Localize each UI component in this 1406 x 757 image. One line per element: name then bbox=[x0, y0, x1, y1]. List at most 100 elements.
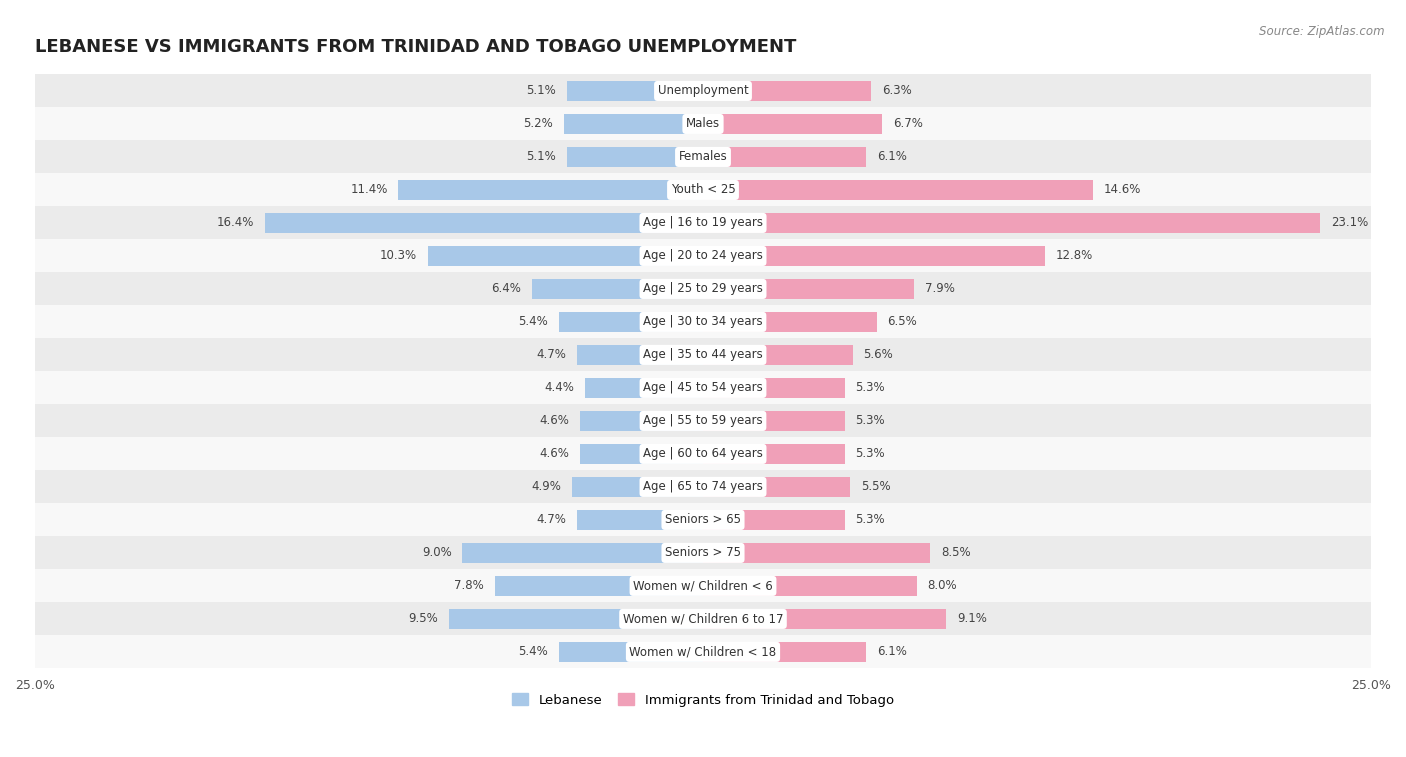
Bar bbox=[35, 569, 1371, 603]
Text: 8.0%: 8.0% bbox=[928, 579, 957, 593]
Bar bbox=[35, 537, 1371, 569]
Bar bbox=[581, 411, 703, 431]
Bar bbox=[558, 642, 703, 662]
Text: Youth < 25: Youth < 25 bbox=[671, 183, 735, 196]
Text: Age | 25 to 29 years: Age | 25 to 29 years bbox=[643, 282, 763, 295]
Text: 9.5%: 9.5% bbox=[409, 612, 439, 625]
Text: Age | 20 to 24 years: Age | 20 to 24 years bbox=[643, 250, 763, 263]
Text: Women w/ Children < 18: Women w/ Children < 18 bbox=[630, 646, 776, 659]
Text: Women w/ Children 6 to 17: Women w/ Children 6 to 17 bbox=[623, 612, 783, 625]
Text: 12.8%: 12.8% bbox=[1056, 250, 1092, 263]
Bar bbox=[35, 603, 1371, 635]
Text: Age | 45 to 54 years: Age | 45 to 54 years bbox=[643, 382, 763, 394]
Bar bbox=[264, 213, 703, 233]
Bar bbox=[578, 509, 703, 530]
Text: Age | 60 to 64 years: Age | 60 to 64 years bbox=[643, 447, 763, 460]
Bar bbox=[35, 239, 1371, 273]
Text: Unemployment: Unemployment bbox=[658, 85, 748, 98]
Text: 7.9%: 7.9% bbox=[925, 282, 955, 295]
Bar bbox=[585, 378, 703, 398]
Bar bbox=[703, 213, 1320, 233]
Bar bbox=[398, 179, 703, 200]
Bar bbox=[703, 642, 866, 662]
Bar bbox=[35, 74, 1371, 107]
Text: 16.4%: 16.4% bbox=[217, 217, 254, 229]
Bar bbox=[703, 543, 931, 563]
Bar bbox=[495, 575, 703, 596]
Bar bbox=[35, 305, 1371, 338]
Text: 9.1%: 9.1% bbox=[957, 612, 987, 625]
Text: Age | 16 to 19 years: Age | 16 to 19 years bbox=[643, 217, 763, 229]
Legend: Lebanese, Immigrants from Trinidad and Tobago: Lebanese, Immigrants from Trinidad and T… bbox=[506, 687, 900, 713]
Text: 5.5%: 5.5% bbox=[860, 481, 890, 494]
Bar bbox=[703, 477, 851, 497]
Text: 5.3%: 5.3% bbox=[855, 447, 884, 460]
Text: 5.2%: 5.2% bbox=[523, 117, 554, 130]
Text: Age | 35 to 44 years: Age | 35 to 44 years bbox=[643, 348, 763, 361]
Text: Age | 55 to 59 years: Age | 55 to 59 years bbox=[643, 414, 763, 428]
Bar bbox=[564, 114, 703, 134]
Bar bbox=[35, 503, 1371, 537]
Text: Females: Females bbox=[679, 151, 727, 164]
Text: LEBANESE VS IMMIGRANTS FROM TRINIDAD AND TOBAGO UNEMPLOYMENT: LEBANESE VS IMMIGRANTS FROM TRINIDAD AND… bbox=[35, 38, 796, 56]
Bar bbox=[35, 470, 1371, 503]
Text: 6.1%: 6.1% bbox=[877, 151, 907, 164]
Text: 10.3%: 10.3% bbox=[380, 250, 418, 263]
Text: 4.6%: 4.6% bbox=[540, 447, 569, 460]
Text: 23.1%: 23.1% bbox=[1331, 217, 1368, 229]
Text: Source: ZipAtlas.com: Source: ZipAtlas.com bbox=[1260, 25, 1385, 38]
Text: Seniors > 65: Seniors > 65 bbox=[665, 513, 741, 526]
Text: 7.8%: 7.8% bbox=[454, 579, 484, 593]
Bar bbox=[35, 141, 1371, 173]
Text: 5.4%: 5.4% bbox=[519, 646, 548, 659]
Text: 6.4%: 6.4% bbox=[492, 282, 522, 295]
Text: 6.1%: 6.1% bbox=[877, 646, 907, 659]
Bar bbox=[449, 609, 703, 629]
Bar bbox=[427, 246, 703, 266]
Bar bbox=[567, 81, 703, 101]
Bar bbox=[703, 312, 877, 332]
Text: 9.0%: 9.0% bbox=[422, 547, 451, 559]
Bar bbox=[558, 312, 703, 332]
Text: 4.6%: 4.6% bbox=[540, 414, 569, 428]
Bar bbox=[35, 173, 1371, 207]
Text: Males: Males bbox=[686, 117, 720, 130]
Bar bbox=[567, 147, 703, 167]
Bar bbox=[703, 411, 845, 431]
Bar bbox=[703, 81, 872, 101]
Text: 5.3%: 5.3% bbox=[855, 382, 884, 394]
Bar bbox=[35, 107, 1371, 141]
Text: 14.6%: 14.6% bbox=[1104, 183, 1142, 196]
Text: 5.4%: 5.4% bbox=[519, 316, 548, 329]
Text: 5.3%: 5.3% bbox=[855, 414, 884, 428]
Bar bbox=[703, 147, 866, 167]
Bar bbox=[703, 575, 917, 596]
Text: 6.5%: 6.5% bbox=[887, 316, 917, 329]
Bar bbox=[463, 543, 703, 563]
Text: 8.5%: 8.5% bbox=[941, 547, 970, 559]
Text: Age | 30 to 34 years: Age | 30 to 34 years bbox=[643, 316, 763, 329]
Text: 4.4%: 4.4% bbox=[546, 382, 575, 394]
Text: Seniors > 75: Seniors > 75 bbox=[665, 547, 741, 559]
Bar bbox=[703, 246, 1045, 266]
Bar bbox=[703, 179, 1092, 200]
Bar bbox=[703, 344, 852, 365]
Text: 11.4%: 11.4% bbox=[350, 183, 388, 196]
Bar bbox=[531, 279, 703, 299]
Bar bbox=[703, 444, 845, 464]
Bar bbox=[35, 438, 1371, 470]
Bar bbox=[703, 279, 914, 299]
Bar bbox=[35, 273, 1371, 305]
Text: 4.7%: 4.7% bbox=[537, 513, 567, 526]
Bar bbox=[703, 509, 845, 530]
Text: 5.1%: 5.1% bbox=[526, 85, 555, 98]
Text: 4.9%: 4.9% bbox=[531, 481, 561, 494]
Bar bbox=[35, 635, 1371, 668]
Text: 6.7%: 6.7% bbox=[893, 117, 922, 130]
Bar bbox=[35, 404, 1371, 438]
Bar bbox=[578, 344, 703, 365]
Text: 4.7%: 4.7% bbox=[537, 348, 567, 361]
Bar bbox=[35, 207, 1371, 239]
Bar bbox=[35, 338, 1371, 372]
Bar bbox=[703, 114, 882, 134]
